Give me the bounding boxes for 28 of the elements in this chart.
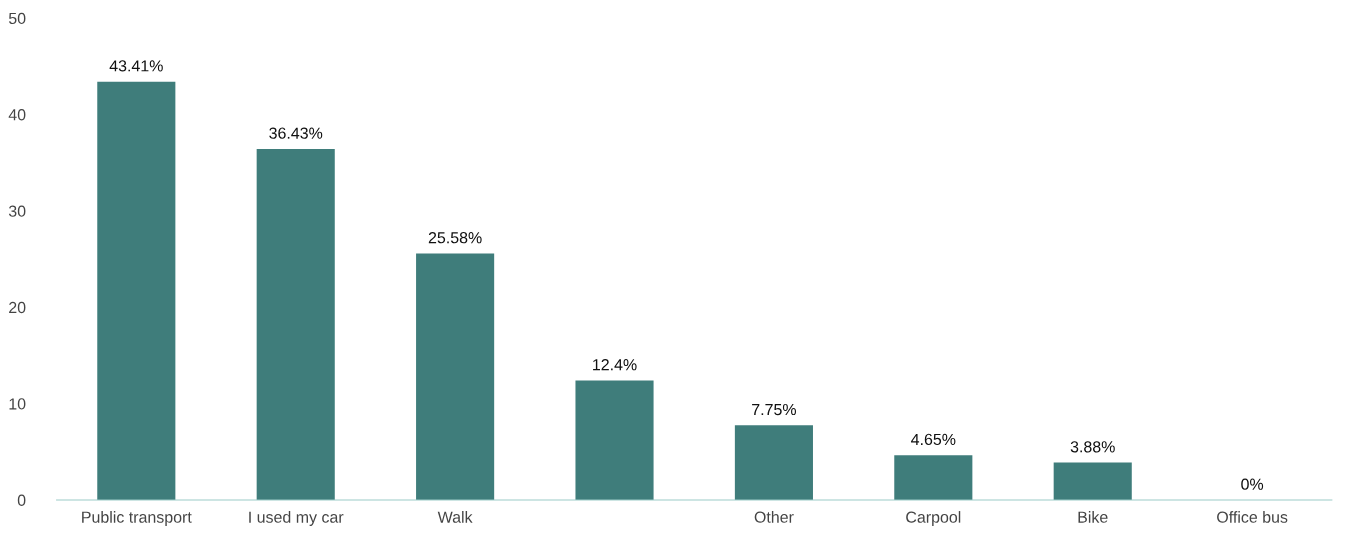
y-tick-label: 30 [8, 205, 26, 217]
y-tick-label: 10 [9, 398, 26, 410]
x-tick-label: Bike [1078, 511, 1108, 523]
data-label: 36.43% [269, 127, 323, 139]
x-tick-label: Public transport [82, 511, 192, 526]
y-tick-label: 40 [8, 109, 26, 121]
data-label: 12.4% [593, 359, 637, 371]
data-label: 4.65% [911, 433, 956, 446]
bar [894, 455, 973, 500]
data-label: 7.75% [752, 403, 796, 416]
bar [97, 81, 176, 500]
bar [734, 425, 813, 500]
data-label: 43.41% [109, 60, 163, 72]
bar [416, 253, 495, 500]
bar [1053, 462, 1132, 500]
bar [256, 148, 335, 500]
x-tick-label: I used my car [249, 511, 344, 526]
y-tick-label: 50 [8, 12, 26, 25]
x-tick-label: Other [754, 511, 794, 523]
y-tick-label: 20 [9, 301, 26, 314]
x-tick-label: Walk [437, 511, 473, 523]
x-tick-label: Carpool [906, 511, 961, 526]
data-label: 25.58% [428, 232, 482, 244]
y-tick-label: 0 [17, 494, 26, 506]
data-label: 0% [1241, 478, 1264, 490]
bar [575, 380, 654, 500]
x-tick-label: Office bus [1217, 511, 1288, 523]
data-label: 3.88% [1070, 441, 1115, 453]
